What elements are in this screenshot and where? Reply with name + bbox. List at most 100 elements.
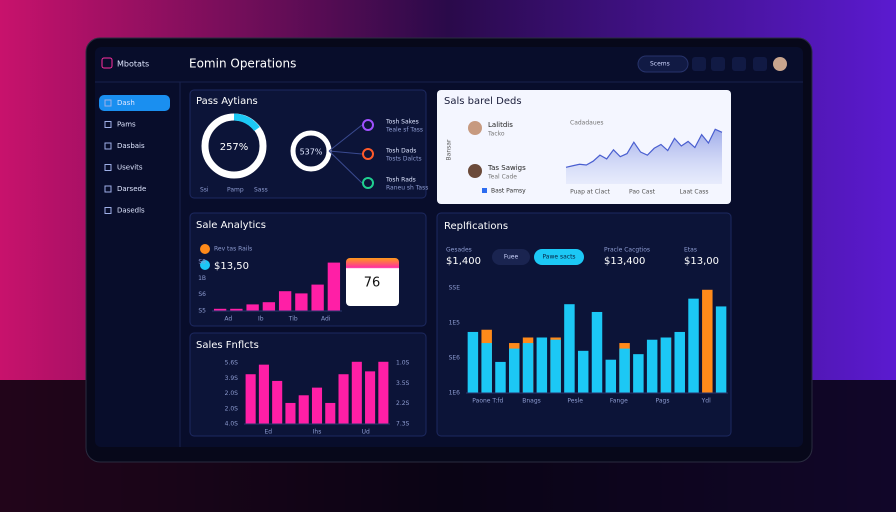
bar-chart: S8 1B S6 S5 Ad Ib Tib Adi [198,259,342,323]
pill-label: Pawe sacts [542,254,575,261]
avatar [468,164,482,178]
pill-label: Fuee [504,254,519,261]
circle-label: 537% [300,148,323,157]
bar [591,311,603,393]
bar [564,304,575,393]
bar [481,343,492,393]
item-title: Tosh Dads [385,148,416,155]
icon-button[interactable] [692,57,706,71]
bar [213,308,227,311]
connector [328,124,363,152]
bar [311,387,323,424]
axis-label: Bansar [446,139,453,160]
sidebar: Dash Pams Dasbais Usevits Darsede Dasedls [99,95,170,215]
item-icon [362,177,374,189]
y-tick-label: S6 [198,291,206,298]
legend-label: Ssi [200,187,209,194]
bar [495,361,506,393]
y-tick-label: 1E5 [449,320,461,327]
y-tick-label: SE6 [449,355,461,362]
x-tick-label: Pao Cast [629,189,656,196]
x-tick-label: Pesle [567,398,583,405]
y-tick-label: 1E6 [449,390,461,397]
item-icon [362,148,374,160]
y-tick-label: 2.0S [225,405,239,412]
nav-item[interactable]: Dasbais [117,142,145,150]
ring-label: 257% [220,142,249,153]
x-tick-label: Ad [224,316,232,323]
icon-button[interactable] [753,57,767,71]
legend-label: Pamp [227,187,244,194]
panel-title: Replfications [444,221,508,232]
x-tick-label: Bnags [522,398,541,405]
x-tick-label: Ed [265,429,273,436]
y-tick-label: 1B [198,275,206,282]
person-name: Lalitdis [488,121,513,129]
nav-icon [104,121,112,128]
logo: Mbotats [117,60,149,69]
bar [550,339,561,393]
chart-label: Cadadaues [570,120,603,127]
item-title: Tosh Sakes [385,119,419,126]
x-tick-label: Adi [321,316,331,323]
bar [522,343,534,393]
bar [262,302,276,311]
panel-title: Pass Aytians [196,96,258,107]
x-tick-label: Ud [362,429,370,436]
pill[interactable] [492,249,530,265]
header-button-label: Scems [650,61,670,68]
avatar [468,121,482,135]
stat-label: Etas [684,247,697,254]
nav-item[interactable]: Dasedls [117,207,145,215]
bar [619,348,630,393]
y2-tick-label: 1.0S [396,360,410,367]
avatar[interactable] [773,57,787,71]
y-tick-label: 4.0S [225,421,239,428]
nav-item[interactable]: Usevits [117,164,143,172]
icon-button[interactable] [732,57,746,71]
nav-item[interactable]: Darsede [117,185,146,193]
item-sub: Raneu sh Tass [386,185,428,192]
bar [605,359,617,393]
deals: Lalitdis Tacko Tas Sawigs Teal Cade Puap at … [468,121,723,196]
legend-swatch [482,188,487,193]
x-tick-label: Fange [610,398,628,405]
kpi-card [346,258,399,306]
bar [351,361,362,424]
bar-chart: SSE 1E5 SE6 1E6 Paone T:fd Bnags Pesle Fange Pag… [446,247,728,405]
bar [378,361,389,424]
y-tick-label: 3.9S [225,375,239,382]
y-tick-label: S5 [198,308,206,315]
x-tick-label: Pags [656,398,670,405]
connector [328,150,363,155]
bar [298,395,309,424]
nav-item[interactable]: Dash [117,99,135,107]
bar [509,348,520,393]
header-button[interactable] [637,55,689,73]
nav-icon [104,185,112,193]
item-sub: Teale sf Tass [385,127,423,134]
y-tick-label: 5.6S [225,360,239,367]
y2-tick-label: 7.3S [396,421,410,428]
bar [646,339,658,393]
bar [295,293,308,311]
bar [536,337,548,393]
legend-dot [200,260,210,270]
y2-tick-label: 2.2S [396,400,410,407]
bar [674,331,685,393]
item-sub: Tosts Dalcts [385,156,422,163]
x-tick-label: Ib [258,316,264,323]
kpi-value: 76 [364,276,381,291]
logo-icon [101,57,113,69]
bar-chart: 5.6S 3.9S 2.0S 2.0S 4.0S 1.0S 3.5S 2.2S 7.3S Ed Ih… [225,360,410,436]
pill[interactable] [534,249,584,265]
bar [311,284,324,311]
nav-item[interactable]: Pams [117,121,136,129]
person-name: Tas Sawigs [487,164,526,172]
icon-button[interactable] [711,57,725,71]
item-icon [362,119,374,131]
line [565,128,723,168]
nav-active [99,95,170,111]
x-tick-label: Laat Cass [679,189,708,196]
nav-icon [104,99,112,107]
